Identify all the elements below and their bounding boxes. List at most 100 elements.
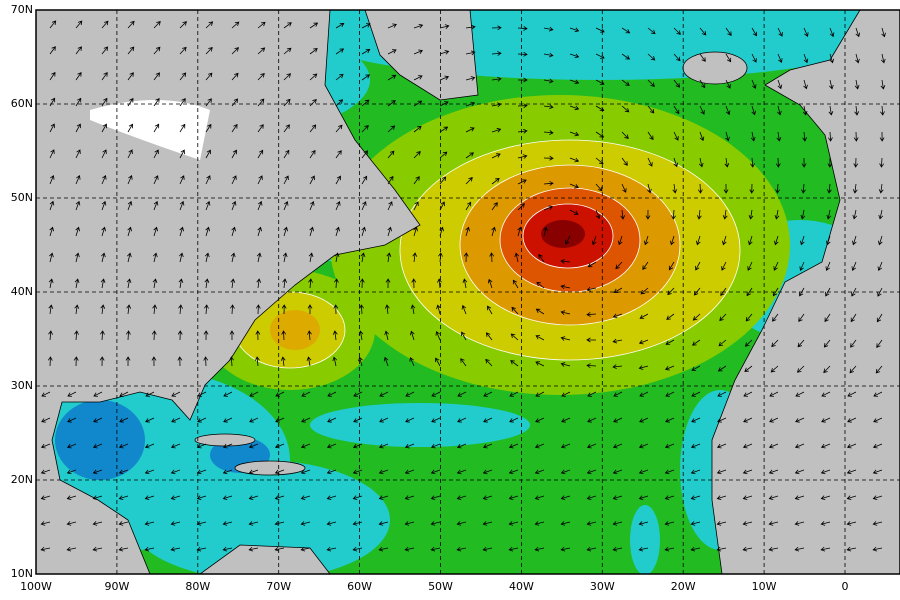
wind-arrow bbox=[586, 546, 597, 552]
wind-arrow bbox=[699, 105, 705, 115]
wind-arrow bbox=[170, 443, 181, 449]
wind-arrow bbox=[170, 521, 181, 526]
wind-arrow bbox=[431, 417, 441, 423]
wind-arrow bbox=[878, 209, 884, 220]
wind-arrow bbox=[777, 53, 783, 63]
wind-arrow bbox=[118, 546, 129, 552]
wind-arrow bbox=[205, 123, 212, 133]
wind-arrow bbox=[405, 391, 415, 397]
wind-arrow bbox=[517, 103, 528, 109]
wind-arrow bbox=[170, 546, 181, 552]
wind-arrow bbox=[586, 363, 597, 369]
wind-arrow bbox=[196, 546, 207, 552]
wind-arrow bbox=[769, 417, 779, 423]
wind-arrow bbox=[222, 521, 233, 526]
wind-arrow bbox=[125, 330, 131, 341]
wind-arrow bbox=[768, 495, 779, 500]
wind-arrow bbox=[229, 330, 235, 341]
wind-arrow bbox=[768, 443, 779, 449]
wind-arrow bbox=[673, 53, 681, 62]
wind-arrow bbox=[725, 27, 732, 37]
wind-arrow bbox=[300, 443, 311, 449]
wind-arrow bbox=[412, 252, 418, 263]
wind-arrow bbox=[794, 469, 805, 475]
wind-arrow bbox=[534, 495, 545, 500]
wind-arrow bbox=[543, 226, 548, 237]
wind-arrow bbox=[204, 252, 210, 263]
wind-arrow bbox=[664, 365, 675, 371]
wind-arrow bbox=[249, 417, 259, 423]
wind-arrow bbox=[872, 443, 883, 449]
wind-arrow bbox=[231, 123, 238, 133]
wind-arrow bbox=[801, 157, 807, 168]
wind-arrow bbox=[772, 287, 779, 297]
wind-arrow bbox=[560, 443, 571, 449]
wind-arrow bbox=[359, 278, 365, 289]
wind-arrow bbox=[127, 123, 134, 133]
wind-arrow bbox=[718, 339, 727, 347]
wind-arrow bbox=[621, 79, 630, 86]
wind-arrow bbox=[101, 20, 109, 29]
wind-arrow bbox=[439, 49, 450, 55]
wind-arrow bbox=[152, 304, 158, 315]
wind-arrow bbox=[854, 79, 860, 90]
wind-arrow bbox=[517, 26, 528, 31]
wind-arrow bbox=[119, 417, 129, 423]
wind-arrow bbox=[48, 304, 54, 315]
wind-arrow bbox=[177, 356, 183, 367]
wind-arrow bbox=[722, 209, 728, 220]
wind-arrow bbox=[435, 357, 441, 367]
wind-arrow bbox=[508, 443, 519, 449]
wind-arrow bbox=[151, 356, 157, 367]
wind-arrow bbox=[231, 149, 237, 159]
wind-arrow bbox=[74, 278, 80, 289]
wind-arrow bbox=[410, 304, 416, 315]
wind-arrow bbox=[352, 443, 363, 449]
wind-arrow bbox=[875, 365, 883, 374]
wind-arrow bbox=[794, 546, 805, 552]
wind-arrow bbox=[179, 72, 187, 81]
wind-arrow bbox=[801, 183, 806, 194]
wind-arrow bbox=[127, 175, 133, 185]
wind-arrow bbox=[491, 202, 498, 211]
wind-arrow bbox=[534, 443, 545, 449]
wind-arrow bbox=[92, 443, 103, 449]
wind-arrow bbox=[308, 278, 313, 289]
wind-arrow bbox=[335, 201, 341, 211]
wind-arrow bbox=[846, 546, 857, 552]
wind-arrow bbox=[847, 417, 857, 423]
wind-arrow bbox=[335, 22, 345, 29]
wind-arrow bbox=[770, 365, 779, 373]
wind-arrow bbox=[880, 79, 886, 90]
wind-arrow bbox=[534, 521, 545, 526]
wind-arrow bbox=[716, 469, 727, 475]
wind-arrow bbox=[665, 417, 675, 423]
wind-arrow bbox=[101, 226, 106, 237]
wind-arrow bbox=[742, 469, 753, 475]
wind-arrow bbox=[773, 235, 779, 246]
wind-arrow bbox=[283, 149, 290, 159]
wind-arrow bbox=[413, 49, 424, 55]
lat-label: 10N bbox=[11, 567, 33, 580]
wind-arrow bbox=[274, 443, 285, 449]
wind-arrow bbox=[301, 391, 311, 397]
wind-arrow bbox=[179, 149, 185, 159]
wind-arrow bbox=[153, 123, 160, 133]
wind-arrow bbox=[640, 287, 649, 295]
wind-arrow bbox=[144, 443, 155, 449]
lon-label: 90W bbox=[104, 580, 129, 593]
wind-arrow bbox=[274, 495, 285, 500]
wind-arrow bbox=[119, 391, 129, 397]
wind-arrow bbox=[725, 131, 730, 142]
wind-arrow bbox=[463, 252, 469, 263]
wind-arrow bbox=[353, 391, 363, 397]
wind-arrow bbox=[456, 521, 467, 526]
wind-arrow bbox=[456, 546, 467, 552]
wind-arrow bbox=[543, 104, 554, 110]
wind-arrow bbox=[742, 546, 753, 552]
wind-arrow bbox=[387, 175, 394, 185]
wind-arrow bbox=[283, 22, 292, 29]
wind-arrow bbox=[509, 417, 519, 423]
lon-label: 60W bbox=[347, 580, 372, 593]
wind-arrow bbox=[282, 252, 288, 263]
